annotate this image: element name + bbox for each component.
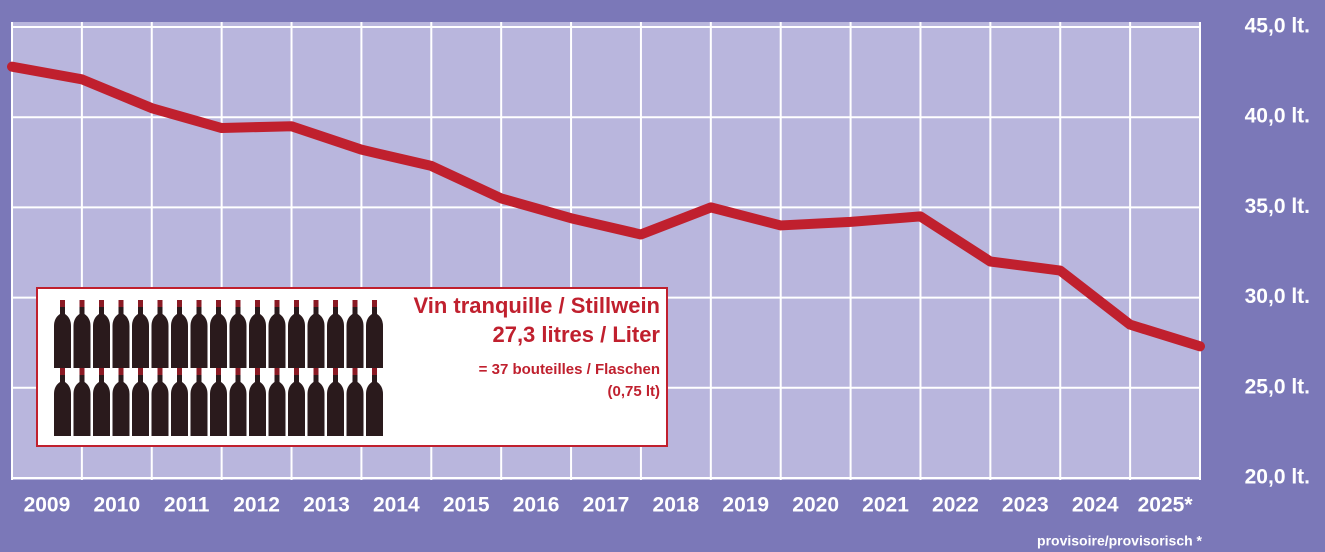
y-tick-label: 20,0 lt. xyxy=(1245,466,1310,489)
bottle-icon xyxy=(112,300,130,368)
bottle-icon xyxy=(229,368,247,436)
bottle-cap xyxy=(79,368,85,375)
y-tick-label: 40,0 lt. xyxy=(1245,105,1310,128)
x-tick-label: 2020 xyxy=(792,494,839,517)
bottle-cap xyxy=(274,300,280,307)
bottle-icon xyxy=(346,300,364,368)
x-tick-label: 2023 xyxy=(1002,494,1049,517)
bottle-cap xyxy=(235,368,241,375)
bottle-cap xyxy=(352,368,358,375)
bottle-cap xyxy=(60,368,65,375)
bottle-icon xyxy=(93,300,110,368)
y-tick-label: 35,0 lt. xyxy=(1245,195,1310,218)
amount-label: 27,3 litres / Liter xyxy=(492,322,660,347)
x-tick-label: 2022 xyxy=(932,494,979,517)
bottle-icon xyxy=(288,300,305,368)
bottle-cap xyxy=(118,300,124,307)
legend-label: Vin tranquille / Stillwein xyxy=(413,293,660,318)
bottle-cap xyxy=(372,300,377,307)
bottle-cap xyxy=(196,300,202,307)
bottle-cap xyxy=(216,300,221,307)
bottle-cap xyxy=(352,300,358,307)
bottle-icon xyxy=(93,368,110,436)
bottle-icon xyxy=(151,300,169,368)
bottle-size-label: (0,75 lt) xyxy=(607,383,660,400)
bottle-cap xyxy=(274,368,280,375)
bottle-cap xyxy=(138,368,143,375)
bottle-cap xyxy=(313,368,319,375)
x-tick-label: 2009 xyxy=(24,494,71,517)
bottle-cap xyxy=(313,300,319,307)
bottle-icon xyxy=(210,300,227,368)
bottle-cap xyxy=(333,300,338,307)
bottle-icon xyxy=(190,368,208,436)
bottle-icon xyxy=(288,368,305,436)
bottle-icon xyxy=(327,300,344,368)
x-tick-label: 2016 xyxy=(513,494,560,517)
data-line xyxy=(7,61,1205,352)
bottle-icon xyxy=(249,368,266,436)
bottle-icon xyxy=(151,368,169,436)
bottle-icon xyxy=(132,368,149,436)
bottle-cap xyxy=(79,300,85,307)
bottle-icon xyxy=(54,368,71,436)
bottle-icon xyxy=(268,368,286,436)
x-tick-label: 2015 xyxy=(443,494,490,517)
bottle-cap xyxy=(157,368,163,375)
bottle-icon xyxy=(366,300,383,368)
bottle-cap xyxy=(196,368,202,375)
x-tick-label: 2025* xyxy=(1138,494,1194,517)
bottle-cap xyxy=(177,300,182,307)
bottle-cap xyxy=(99,300,104,307)
bottle-icon xyxy=(210,368,227,436)
bottle-cap xyxy=(99,368,104,375)
bottle-icon xyxy=(307,368,325,436)
bottle-cap xyxy=(177,368,182,375)
y-tick-label: 45,0 lt. xyxy=(1245,15,1310,38)
y-tick-label: 25,0 lt. xyxy=(1245,375,1310,398)
bottle-cap xyxy=(294,368,299,375)
x-tick-label: 2021 xyxy=(862,494,909,517)
x-tick-label: 2010 xyxy=(93,494,140,517)
bottle-cap xyxy=(372,368,377,375)
bottle-icon xyxy=(327,368,344,436)
bottle-icon xyxy=(54,300,71,368)
bottles-label: = 37 bouteilles / Flaschen xyxy=(479,361,660,378)
bottle-cap xyxy=(138,300,143,307)
bottle-icon xyxy=(171,300,188,368)
x-tick-label: 2024 xyxy=(1072,494,1119,517)
x-tick-label: 2017 xyxy=(583,494,630,517)
x-tick-label: 2011 xyxy=(164,494,210,517)
bottle-icon xyxy=(366,368,383,436)
bottle-cap xyxy=(294,300,299,307)
bottle-cap xyxy=(157,300,163,307)
bottle-cap xyxy=(255,300,260,307)
bottle-cap xyxy=(216,368,221,375)
bottle-cap xyxy=(255,368,260,375)
bottle-icon xyxy=(132,300,149,368)
bottle-icon xyxy=(190,300,208,368)
bottle-icon xyxy=(171,368,188,436)
bottle-icon xyxy=(229,300,247,368)
bottle-icon xyxy=(73,300,91,368)
bottle-cap xyxy=(60,300,65,307)
footnote: provisoire/provisorisch * xyxy=(1037,533,1202,549)
bottle-icon xyxy=(249,300,266,368)
bottle-cap xyxy=(118,368,124,375)
bottle-icon xyxy=(73,368,91,436)
y-tick-label: 30,0 lt. xyxy=(1245,285,1310,308)
x-tick-label: 2014 xyxy=(373,494,420,517)
x-tick-label: 2018 xyxy=(653,494,700,517)
bottle-cap xyxy=(235,300,241,307)
bottle-icon xyxy=(307,300,325,368)
x-tick-label: 2013 xyxy=(303,494,350,517)
x-tick-label: 2012 xyxy=(233,494,280,517)
x-tick-label: 2019 xyxy=(722,494,769,517)
bottle-icon xyxy=(346,368,364,436)
bottle-icon xyxy=(112,368,130,436)
bottle-icon xyxy=(268,300,286,368)
bottle-cap xyxy=(333,368,338,375)
